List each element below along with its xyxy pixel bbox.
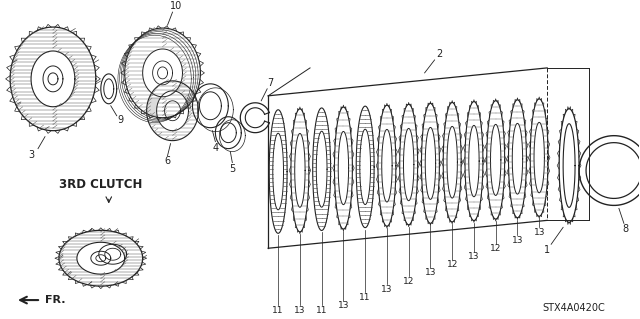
Text: 12: 12 xyxy=(447,260,458,269)
Text: 3: 3 xyxy=(28,150,34,160)
Text: 13: 13 xyxy=(381,285,393,294)
Text: 9: 9 xyxy=(118,115,124,125)
Text: 2: 2 xyxy=(436,49,443,59)
Text: STX4A0420C: STX4A0420C xyxy=(543,303,605,313)
Text: 6: 6 xyxy=(164,156,171,166)
Text: 11: 11 xyxy=(360,293,371,302)
Text: 4: 4 xyxy=(212,143,218,152)
Text: 12: 12 xyxy=(403,277,414,286)
Text: 13: 13 xyxy=(512,236,524,245)
Text: 11: 11 xyxy=(316,306,328,315)
Text: 13: 13 xyxy=(338,301,349,310)
Text: 5: 5 xyxy=(229,164,236,174)
Text: 12: 12 xyxy=(490,244,501,253)
Text: 13: 13 xyxy=(534,228,545,237)
Text: FR.: FR. xyxy=(45,295,65,305)
Text: 10: 10 xyxy=(170,1,182,11)
Text: 13: 13 xyxy=(425,269,436,278)
Text: 3RD CLUTCH: 3RD CLUTCH xyxy=(59,178,143,191)
Text: 7: 7 xyxy=(267,78,273,88)
Text: 13: 13 xyxy=(468,252,480,261)
Text: 11: 11 xyxy=(273,306,284,315)
Text: 8: 8 xyxy=(623,224,629,234)
Text: 13: 13 xyxy=(294,306,306,315)
Text: 1: 1 xyxy=(544,245,550,255)
